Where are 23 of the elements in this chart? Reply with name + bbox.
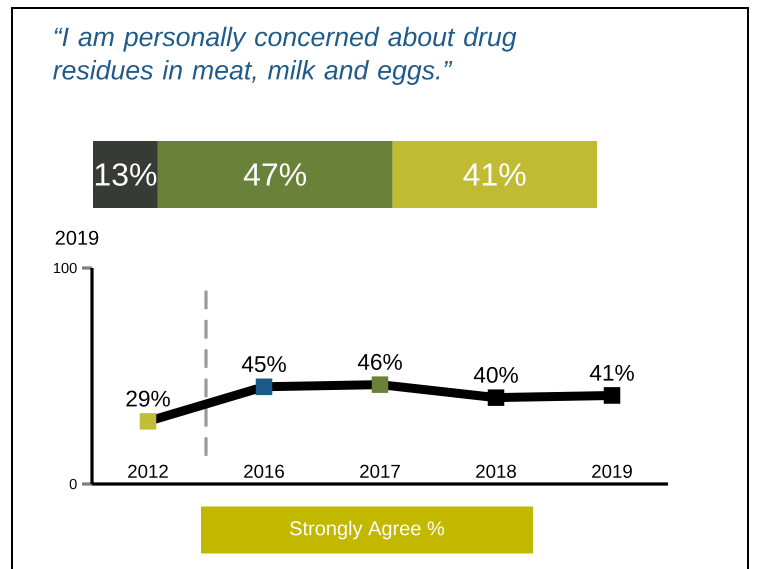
x-tick-label: 2019	[592, 464, 632, 478]
data-label: 13%	[96, 163, 156, 186]
point	[604, 387, 620, 404]
x-tick-label: 2018	[476, 464, 516, 478]
point	[372, 376, 388, 393]
x-tick-label: 2017	[360, 464, 400, 478]
x-tick-label: 2012	[128, 464, 168, 478]
chart-title: “I am personally concerned about drug residues in meat, milk and eggs.”	[53, 26, 516, 85]
y-tick-label: 0	[70, 478, 77, 490]
y-tick-label: 100	[54, 262, 77, 274]
point	[488, 389, 504, 406]
point	[256, 378, 272, 396]
data-label: 41%	[463, 163, 526, 186]
x-tick-label: 2016	[244, 464, 284, 478]
data-label: 47%	[244, 163, 306, 186]
data-label: 29%	[126, 390, 170, 407]
x-axis-title: Strongly Agree %	[290, 520, 444, 540]
data-label: 41%	[590, 364, 634, 381]
text: 2019	[56, 230, 98, 245]
data-label: 40%	[474, 366, 518, 383]
data-label: 45%	[242, 356, 286, 372]
point	[140, 413, 156, 430]
data-label: 46%	[358, 354, 402, 370]
